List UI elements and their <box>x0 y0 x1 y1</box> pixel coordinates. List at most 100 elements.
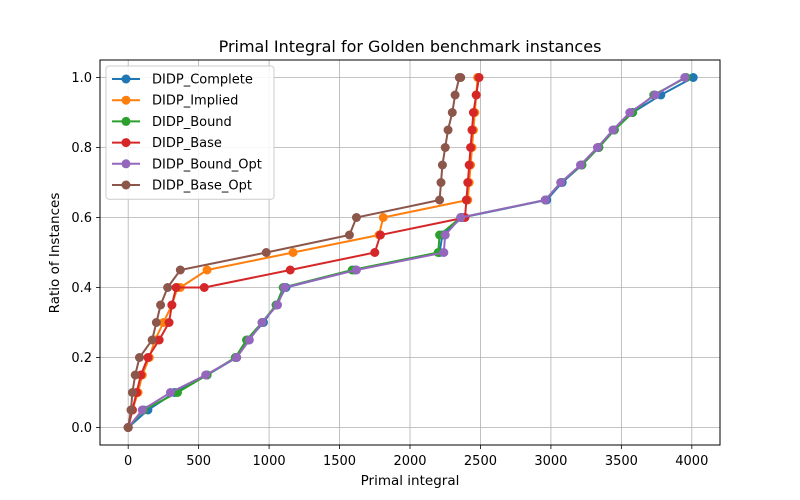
data-point-didp-base <box>199 283 209 292</box>
y-axis-label: Ratio of Instances <box>47 193 63 314</box>
data-point-didp-base-opt <box>344 230 354 240</box>
data-point-didp-base-opt <box>147 335 157 345</box>
data-point-didp-base-opt <box>450 90 460 100</box>
data-point-didp-base-opt <box>126 405 136 415</box>
legend-label: DIDP_Bound <box>152 115 232 130</box>
data-point-didp-base <box>467 125 477 135</box>
chart-title: Primal Integral for Golden benchmark ins… <box>219 37 602 56</box>
legend-item-didp-bound-opt: DIDP_Bound_Opt <box>112 157 262 172</box>
legend-label: DIDP_Implied <box>152 94 238 109</box>
data-point-didp-base <box>171 283 181 292</box>
legend-item-didp-base: DIDP_Base <box>112 136 222 151</box>
y-tick-label: 0.6 <box>71 211 92 226</box>
data-point-didp-implied <box>378 213 388 222</box>
data-point-didp-base-opt <box>134 353 144 362</box>
data-point-didp-base <box>461 195 471 205</box>
data-point-didp-base-opt <box>151 318 161 327</box>
legend-marker <box>121 116 131 126</box>
data-point-didp-bound-opt <box>244 335 254 345</box>
legend-label: DIDP_Base_Opt <box>152 179 252 194</box>
x-tick-label: 2500 <box>464 454 497 469</box>
data-point-didp-base-opt <box>163 283 173 292</box>
y-tick-label: 0.2 <box>71 351 92 366</box>
legend-marker <box>121 74 131 84</box>
x-tick-label: 3500 <box>605 454 638 469</box>
data-point-didp-base <box>154 335 164 345</box>
legend-item-didp-implied: DIDP_Implied <box>112 94 238 109</box>
data-point-didp-base <box>375 230 385 240</box>
x-tick-label: 0 <box>124 454 132 469</box>
y-tick-label: 0.4 <box>71 281 92 296</box>
legend-label: DIDP_Bound_Opt <box>152 157 262 172</box>
data-point-didp-bound-opt <box>576 160 585 170</box>
legend-item-didp-complete: DIDP_Complete <box>112 73 253 88</box>
data-point-didp-bound-opt <box>650 90 660 100</box>
data-point-didp-bound-opt <box>440 230 450 240</box>
x-tick-label: 2000 <box>393 454 426 469</box>
data-point-didp-base-opt <box>443 125 453 135</box>
series-line-didp-base-opt <box>127 76 461 428</box>
legend-marker <box>121 159 131 169</box>
data-point-didp-base-opt <box>456 73 466 82</box>
data-point-didp-bound-opt <box>439 248 449 257</box>
data-point-didp-bound-opt <box>680 73 690 82</box>
data-point-didp-base-opt <box>123 423 133 432</box>
x-tick-label: 3000 <box>534 454 567 469</box>
data-point-didp-bound-opt <box>165 388 175 397</box>
series-line-didp-implied <box>127 77 479 428</box>
data-point-didp-implied <box>288 248 298 257</box>
legend-label: DIDP_Complete <box>152 73 253 88</box>
legend-marker <box>121 180 131 190</box>
data-point-didp-implied <box>202 265 212 275</box>
data-point-didp-base-opt <box>351 213 361 222</box>
data-point-didp-bound-opt <box>280 283 290 292</box>
y-tick-label: 1.0 <box>71 71 92 86</box>
data-point-didp-base-opt <box>156 300 166 310</box>
data-point-didp-bound-opt <box>625 108 635 117</box>
data-point-didp-base <box>143 353 153 362</box>
data-point-didp-base-opt <box>435 195 445 205</box>
data-point-didp-bound-opt <box>273 300 283 310</box>
data-point-didp-complete <box>688 73 698 82</box>
data-point-didp-bound-opt <box>608 125 618 135</box>
data-point-didp-bound-opt <box>540 195 550 205</box>
legend-marker <box>121 95 131 105</box>
data-point-didp-base-opt <box>261 248 271 257</box>
x-tick-label: 1000 <box>253 454 286 469</box>
data-point-didp-bound-opt <box>456 213 466 222</box>
data-point-didp-bound-opt <box>592 143 602 152</box>
data-point-didp-base <box>167 300 177 310</box>
series-didp-base-opt <box>123 73 466 432</box>
data-point-didp-bound-opt <box>351 265 361 275</box>
axis-ticks: 0 500 1000 1500 2000 2500 3000 3500 4000 0.0 0.2 0.… <box>71 71 708 469</box>
x-tick-label: 1500 <box>323 454 356 469</box>
data-point-didp-base-opt <box>447 108 457 117</box>
data-point-didp-bound-opt <box>257 318 267 327</box>
data-point-didp-base-opt <box>437 160 447 170</box>
x-tick-label: 4000 <box>675 454 708 469</box>
data-point-didp-base <box>463 178 473 187</box>
data-point-didp-base <box>164 318 174 327</box>
series-didp-base <box>123 73 484 432</box>
series-didp-bound-opt <box>123 73 690 432</box>
data-point-didp-base <box>370 248 380 257</box>
data-point-didp-base <box>468 108 478 117</box>
data-point-didp-base <box>285 265 295 275</box>
data-point-didp-base-opt <box>175 265 185 275</box>
data-point-didp-base-opt <box>130 370 140 380</box>
data-point-didp-bound-opt <box>232 353 242 362</box>
data-point-didp-base <box>471 90 481 100</box>
data-point-didp-base <box>464 160 474 170</box>
series-layer <box>123 73 698 432</box>
legend: DIDP_Complete DIDP_Implied DIDP_Bound DIDP_… <box>105 65 275 200</box>
data-point-didp-bound-opt <box>556 178 566 187</box>
y-tick-label: 0.8 <box>71 141 92 156</box>
legend-item-didp-bound: DIDP_Bound <box>112 115 232 130</box>
data-point-didp-base <box>466 143 476 152</box>
legend-box <box>105 65 275 200</box>
data-point-didp-bound-opt <box>201 370 211 380</box>
legend-label: DIDP_Base <box>152 136 222 151</box>
data-point-didp-base-opt <box>127 388 137 397</box>
data-point-didp-base-opt <box>440 143 450 152</box>
